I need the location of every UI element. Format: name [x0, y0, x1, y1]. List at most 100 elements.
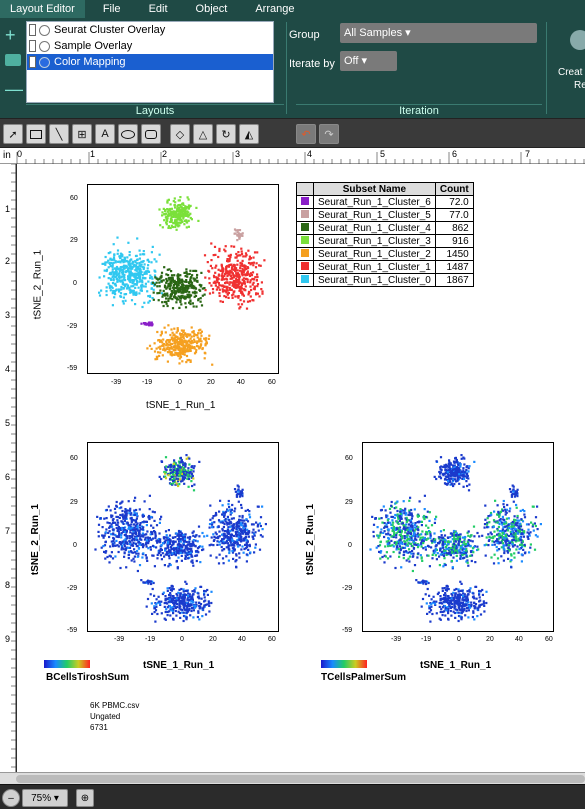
scatter-point: [408, 513, 411, 516]
rectangle-icon[interactable]: [26, 124, 46, 144]
table-row[interactable]: Seurat_Run_1_Cluster_6 72.0: [296, 195, 474, 209]
scatter-point: [123, 545, 126, 548]
gear-icon[interactable]: [570, 30, 585, 50]
scatter-point: [175, 218, 178, 221]
layouts-list[interactable]: Seurat Cluster Overlay Sample Overlay Co…: [26, 21, 274, 103]
arrow-select-icon[interactable]: ➚: [3, 124, 23, 144]
layout-checkbox[interactable]: [29, 40, 36, 52]
duplicate-layout-icon[interactable]: [5, 54, 21, 66]
scatter-point: [520, 560, 523, 563]
scatter-point: [212, 254, 215, 257]
remove-layout-icon[interactable]: —: [5, 79, 23, 99]
scatter-point: [220, 539, 223, 543]
scatter-point: [379, 551, 382, 554]
ruler-top-label: 1: [90, 149, 96, 159]
scatter-point: [185, 361, 188, 364]
scatter-point: [191, 274, 194, 277]
scatter-point: [183, 468, 186, 471]
scatter-point: [132, 551, 135, 554]
scatter-point: [191, 599, 194, 602]
scatter-point: [193, 483, 196, 486]
swatch-cell: [296, 195, 314, 209]
table-row[interactable]: Seurat_Run_1_Cluster_2 1450: [296, 247, 474, 261]
scatter-point: [174, 536, 177, 539]
rounded-rectangle-icon[interactable]: [141, 124, 161, 144]
menu-file[interactable]: File: [102, 3, 121, 15]
scatter-point: [179, 203, 182, 207]
scatter-point: [221, 521, 224, 524]
bcells-heat-plot[interactable]: [87, 442, 279, 632]
scatter-point: [377, 545, 380, 548]
group-dropdown[interactable]: All Samples ▾: [340, 23, 537, 43]
table-row[interactable]: Seurat_Run_1_Cluster_5 77.0: [296, 208, 474, 222]
scatter-point: [187, 345, 190, 348]
scatter-point: [450, 532, 453, 535]
scatter-point: [153, 605, 156, 608]
layout-item-seurat-cluster-overlay[interactable]: Seurat Cluster Overlay: [27, 22, 273, 38]
scatter-point: [208, 292, 212, 295]
menu-object[interactable]: Object: [195, 3, 228, 15]
scatter-point: [121, 527, 124, 531]
tcells-heat-plot[interactable]: [362, 442, 554, 632]
diamond-icon[interactable]: ◇: [170, 124, 190, 144]
scatter-point: [217, 282, 220, 285]
scatter-point: [169, 606, 172, 609]
scatter-point: [258, 522, 261, 525]
line-icon[interactable]: ╲: [49, 124, 69, 144]
scatter-point: [516, 516, 519, 519]
layout-checkbox[interactable]: [29, 24, 36, 36]
scatter-point: [161, 211, 164, 214]
cluster-plot[interactable]: [87, 184, 279, 374]
scatter-point: [166, 286, 169, 289]
scatter-point: [118, 532, 121, 535]
redo-icon[interactable]: ↷: [319, 124, 339, 144]
scatter-point: [128, 550, 131, 553]
ellipse-icon[interactable]: [118, 124, 138, 144]
create-label[interactable]: Creat: [558, 67, 583, 78]
iterate-dropdown[interactable]: Off ▾: [340, 51, 397, 71]
scatter-point: [442, 465, 445, 469]
scatter-point: [247, 249, 250, 252]
subset-count-table[interactable]: Subset Name Count Seurat_Run_1_Cluster_6…: [296, 182, 474, 287]
scatter-point: [215, 556, 218, 559]
circle-arrow-icon[interactable]: ↻: [216, 124, 236, 144]
layout-item-color-mapping[interactable]: Color Mapping: [27, 54, 273, 70]
add-layout-icon[interactable]: +: [5, 25, 16, 45]
table-row[interactable]: Seurat_Run_1_Cluster_3 916: [296, 234, 474, 248]
scatter-point: [175, 331, 178, 334]
menu-edit[interactable]: Edit: [148, 3, 168, 15]
scatter-point: [397, 530, 400, 533]
scatter-point: [199, 344, 202, 347]
triangle-filled-icon[interactable]: ◭: [239, 124, 259, 144]
scatter-point: [239, 534, 242, 537]
layout-page[interactable]: 60 29 0 -29 -59 -39 -19 0 20 40 60 tSNE_…: [17, 164, 585, 772]
table-row[interactable]: Seurat_Run_1_Cluster_1 1487: [296, 260, 474, 274]
scatter-point: [457, 544, 460, 547]
scatter-point: [390, 523, 393, 526]
scatter-point: [186, 212, 189, 215]
undo-icon[interactable]: ↶: [296, 124, 316, 144]
table-row[interactable]: Seurat_Run_1_Cluster_4 862: [296, 221, 474, 235]
table-icon[interactable]: ⊞: [72, 124, 92, 144]
scatter-point: [454, 456, 457, 459]
layout-checkbox[interactable]: [29, 56, 36, 68]
scatter-point: [181, 360, 184, 363]
triangle-icon[interactable]: △: [193, 124, 213, 144]
scatter-point: [171, 471, 174, 474]
layout-radio[interactable]: [39, 24, 50, 36]
text-icon[interactable]: A: [95, 124, 115, 144]
scatter-point: [179, 540, 182, 543]
scatter-point: [104, 255, 107, 259]
scatter-point: [400, 514, 403, 517]
scatter-point: [193, 338, 196, 341]
menu-arrange[interactable]: Arrange: [255, 3, 295, 15]
menu-layout-editor[interactable]: Layout Editor: [0, 0, 85, 18]
scatter-point: [112, 545, 115, 548]
scatter-point: [212, 515, 215, 518]
scatter-point: [186, 602, 189, 606]
layout-item-sample-overlay[interactable]: Sample Overlay: [27, 38, 273, 54]
table-row[interactable]: Seurat_Run_1_Cluster_0 1867: [296, 273, 474, 287]
layout-radio[interactable]: [39, 40, 50, 52]
scatter-point: [153, 283, 157, 286]
layout-radio[interactable]: [39, 56, 50, 68]
